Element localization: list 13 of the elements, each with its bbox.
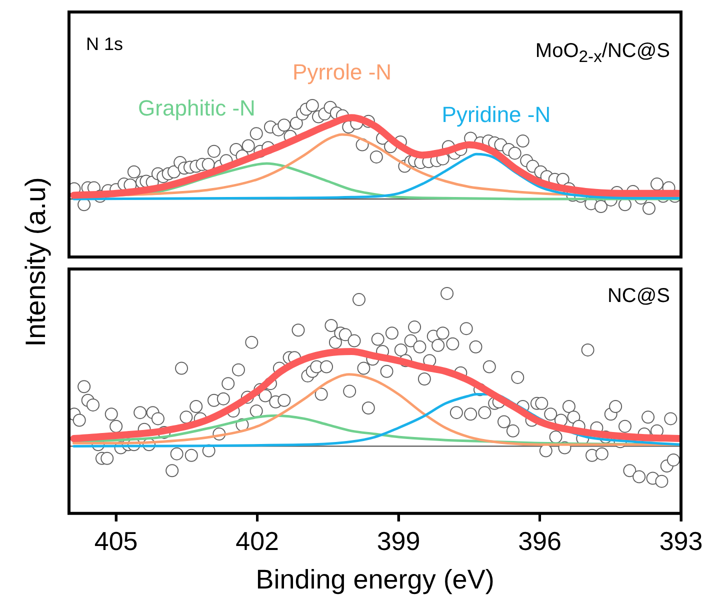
text: N 1s bbox=[86, 34, 124, 55]
text: Pyrrole -N bbox=[292, 60, 392, 85]
x-tick-label: 396 bbox=[518, 526, 562, 556]
x-tick-label: 393 bbox=[659, 526, 703, 556]
x-tick-label: 405 bbox=[94, 526, 138, 556]
series-label: Graphitic -N bbox=[138, 96, 256, 121]
x-tick-label: 402 bbox=[236, 526, 280, 556]
y-axis-title: Intensity (a.u) bbox=[20, 177, 52, 347]
text: MoO$_{2-x}$/NC@S bbox=[535, 40, 670, 67]
series-label: Pyridine -N bbox=[442, 102, 551, 128]
x-axis-title: Binding energy (eV) bbox=[256, 564, 494, 594]
x-tick-label: 399 bbox=[376, 526, 420, 556]
annotation: NC@S bbox=[607, 285, 670, 308]
